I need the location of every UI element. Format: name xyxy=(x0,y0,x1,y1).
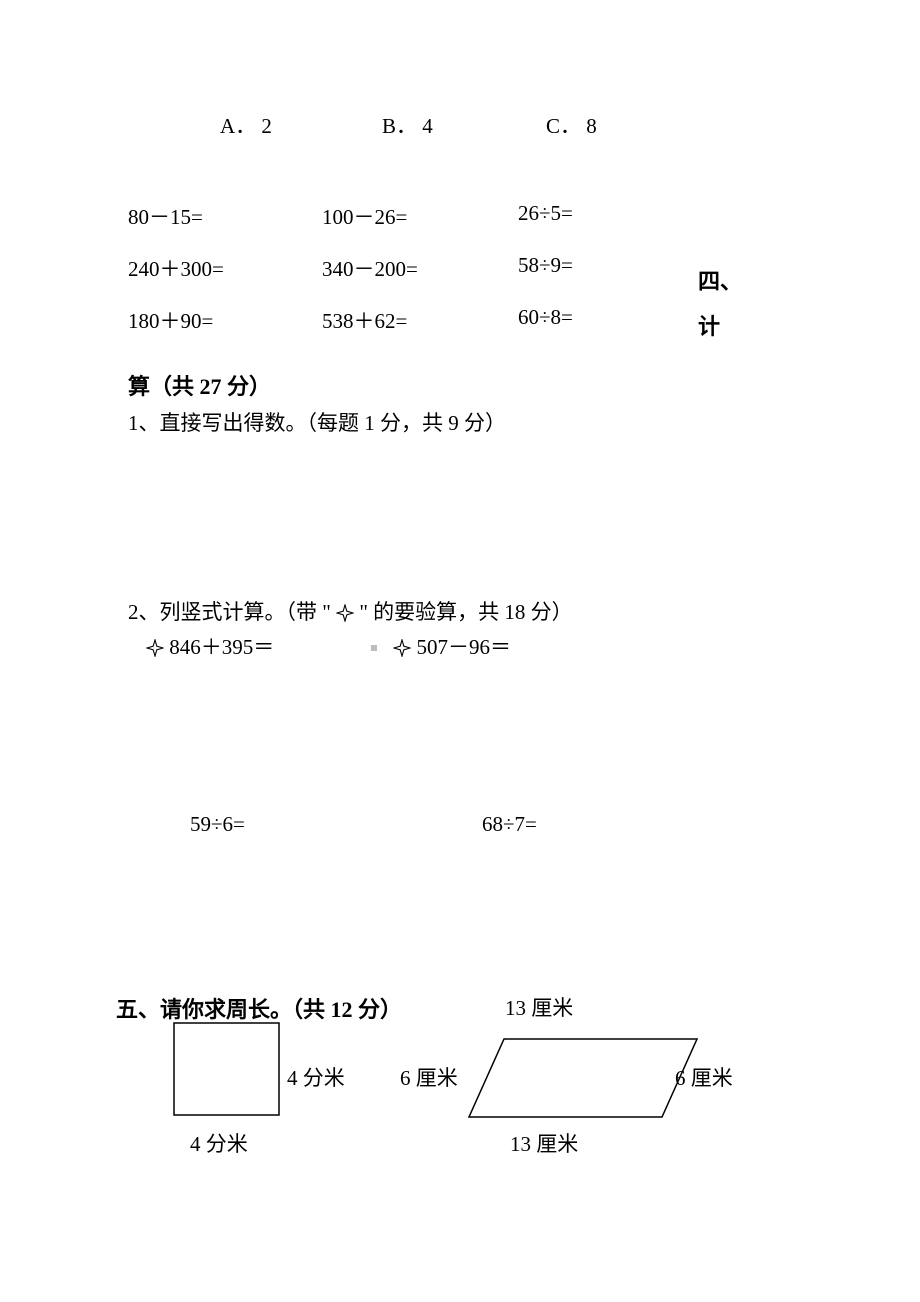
star-icon xyxy=(336,604,354,622)
option-a-value: 2 xyxy=(261,114,272,138)
option-c-value: 8 xyxy=(586,114,597,138)
q2-eq4: 68÷7= xyxy=(482,812,537,837)
star-icon xyxy=(146,639,164,657)
q2-eq1: 846＋395＝ xyxy=(169,635,274,659)
square-right-label: 4 分米 xyxy=(287,1062,345,1092)
arith-r2c1: 240＋300= xyxy=(128,253,224,283)
option-b-label: B． xyxy=(382,114,417,138)
arith-r2c3: 58÷9= xyxy=(518,253,573,278)
parallelogram-shape xyxy=(468,1038,698,1118)
square-shape xyxy=(173,1022,280,1116)
option-b-value: 4 xyxy=(422,114,433,138)
q2-text-b: " 的要验算，共 18 分） xyxy=(359,600,572,624)
arith-r1c1: 80－15= xyxy=(128,201,203,231)
arith-r3c2: 538＋62= xyxy=(322,305,407,335)
option-c-label: C． xyxy=(546,114,581,138)
arith-r3c1: 180＋90= xyxy=(128,305,213,335)
para-left-label: 6 厘米 xyxy=(400,1062,458,1092)
q1-text: 1、直接写出得数。（每题 1 分，共 9 分） xyxy=(128,407,506,437)
q2-text: 2、列竖式计算。（带 " " 的要验算，共 18 分） xyxy=(128,596,573,626)
para-top-label: 13 厘米 xyxy=(505,992,573,1022)
side-label-four: 四、 xyxy=(698,264,742,296)
q2-eq3: 59÷6= xyxy=(190,812,245,837)
section5-title: 五、请你求周长。（共 12 分） xyxy=(116,992,402,1024)
arith-r1c3: 26÷5= xyxy=(518,201,573,226)
side-label-ji: 计 xyxy=(698,309,720,341)
section4-title: 算（共 27 分） xyxy=(128,369,271,401)
square-bottom-label: 4 分米 xyxy=(190,1128,248,1158)
q2-eq2: 507－96＝ xyxy=(417,635,512,659)
arith-r3c3: 60÷8= xyxy=(518,305,573,330)
arith-r2c2: 340－200= xyxy=(322,253,418,283)
para-bottom-label: 13 厘米 xyxy=(510,1128,578,1158)
star-icon xyxy=(393,639,411,657)
q2-text-a: 2、列竖式计算。（带 " xyxy=(128,600,331,624)
arith-r1c2: 100－26= xyxy=(322,201,407,231)
small-square-icon xyxy=(370,644,378,652)
option-a-label: A． xyxy=(220,114,256,138)
